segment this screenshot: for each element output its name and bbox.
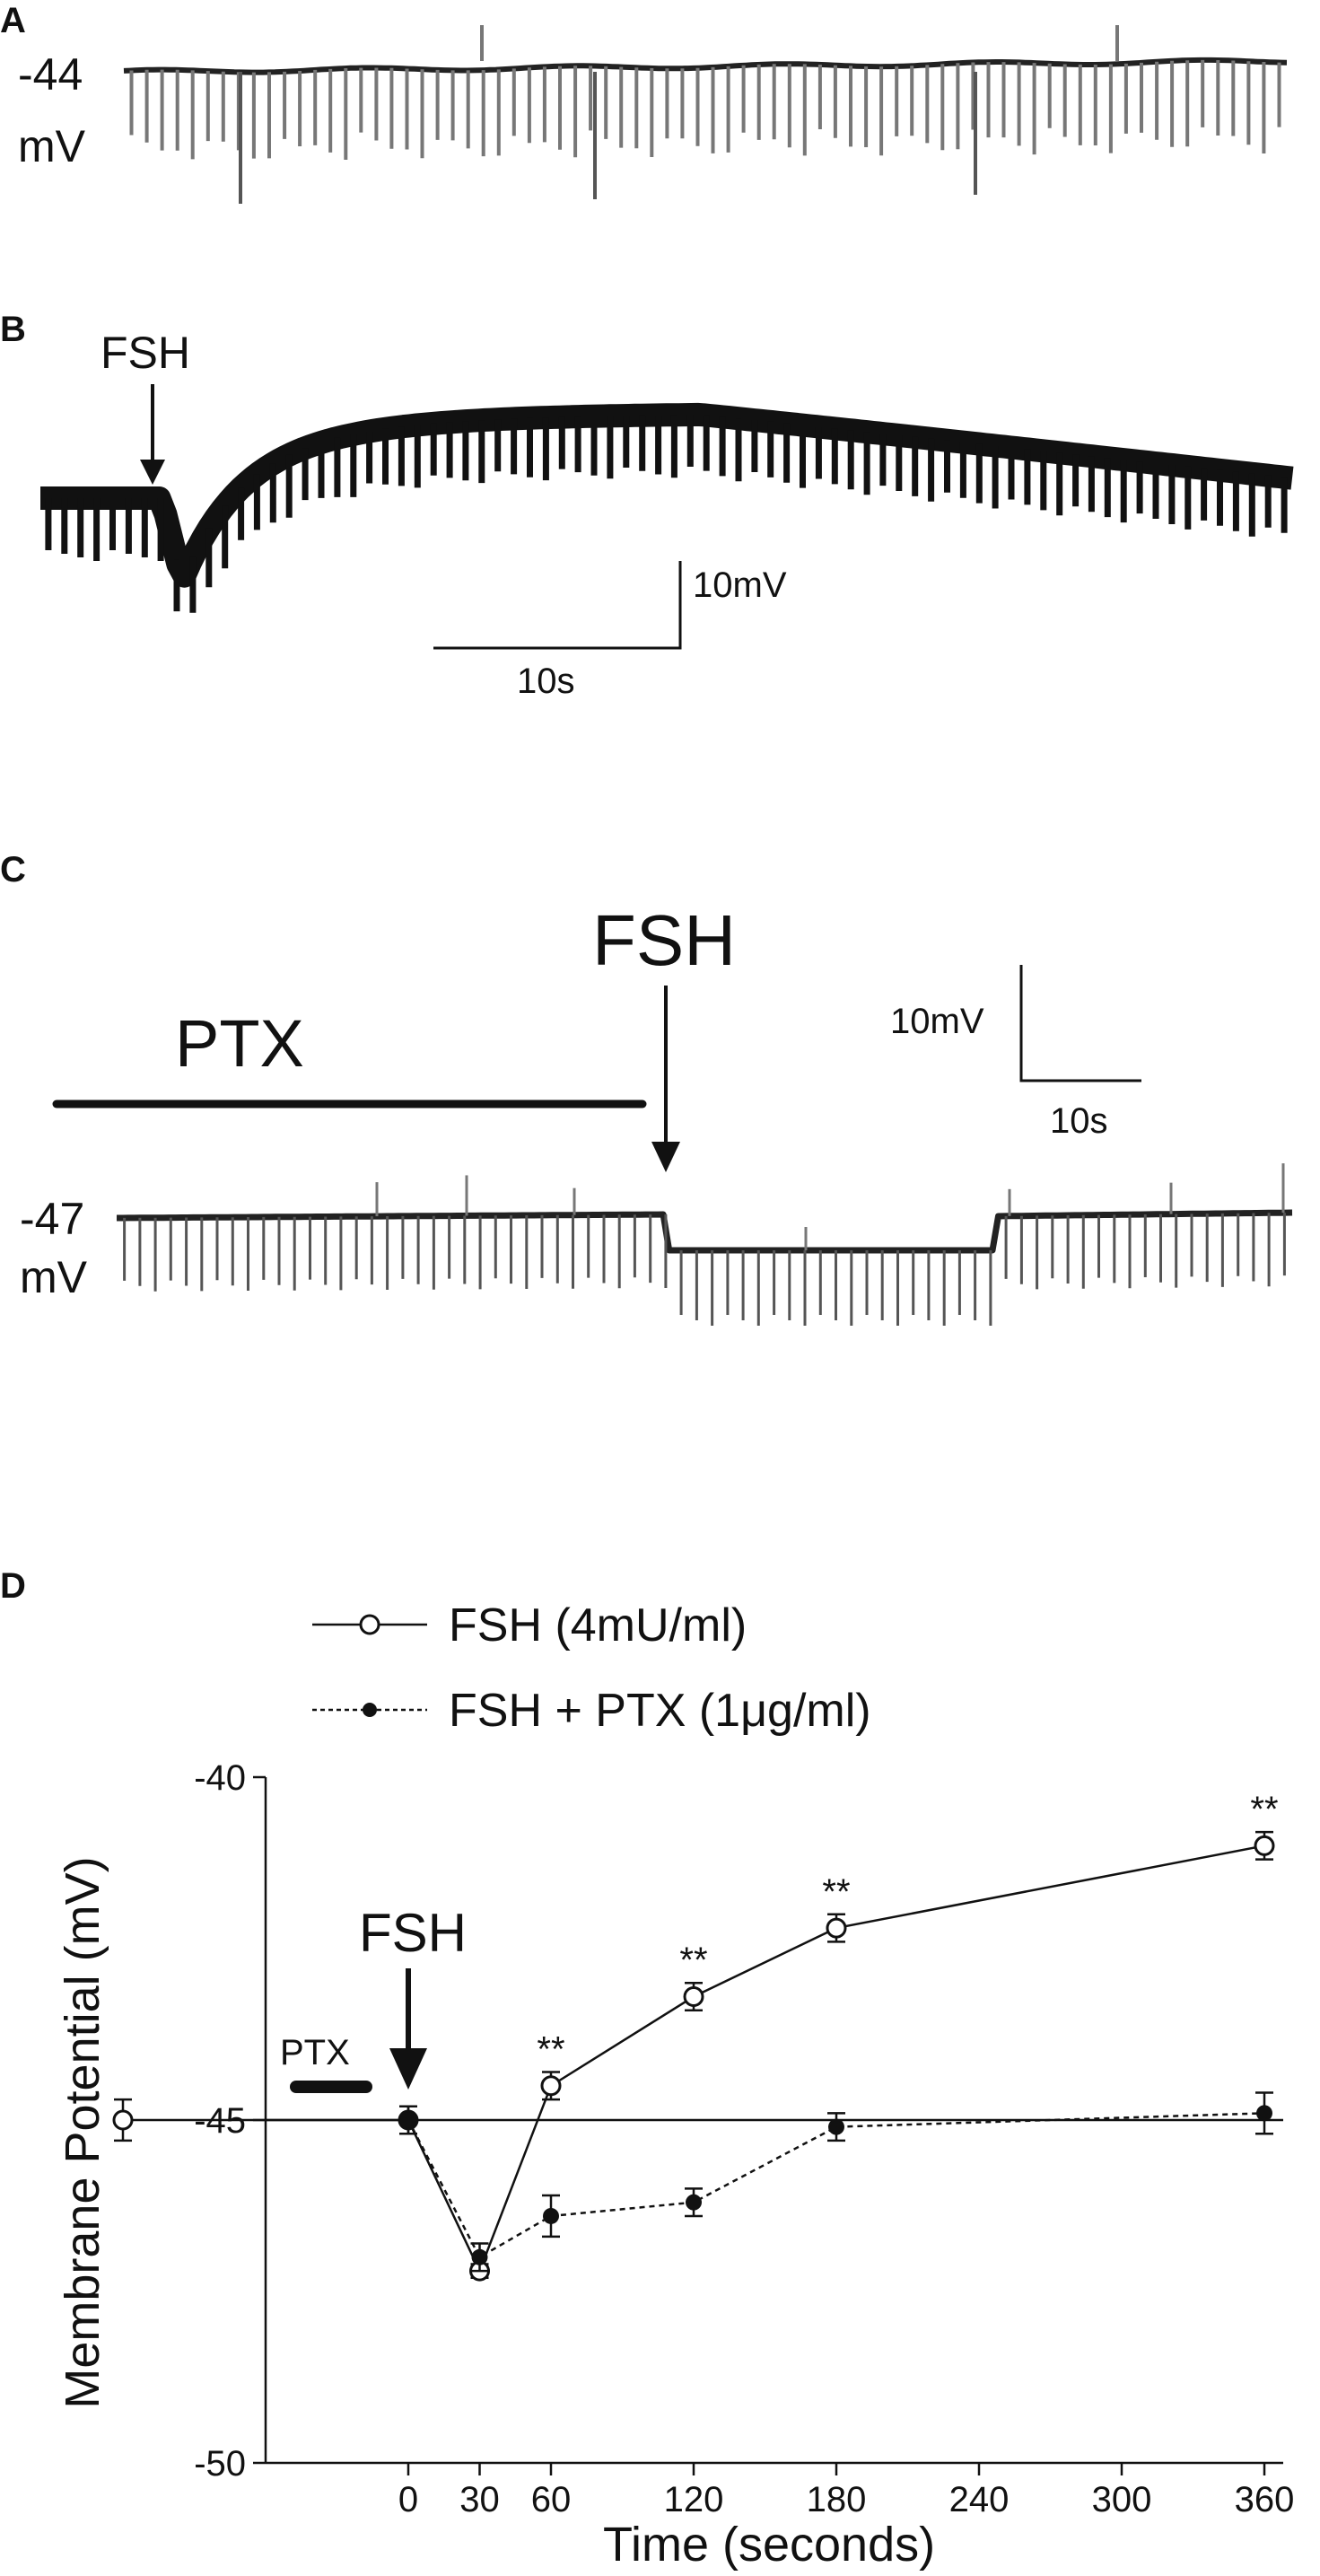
data-point [828,2118,844,2135]
x-tick-label: 180 [807,2480,867,2519]
legend-entry-fsh-ptx: FSH + PTX (1μg/ml) [312,1685,871,1737]
trace-baseline [35,402,1298,588]
x-tick-label: 60 [531,2480,572,2519]
trace-spikes [129,59,1281,160]
panel-d-ptx-label: PTX [280,2033,350,2072]
trace-spikes [45,415,1288,613]
panel-c-fsh-arrow [651,986,680,1172]
x-tick-label: 30 [459,2480,500,2519]
panel-c-scale-y-label: 10mV [890,1002,984,1041]
legend-label-fsh-ptx: FSH + PTX (1μg/ml) [449,1685,871,1737]
legend: FSH (4mU/ml) FSH + PTX (1μg/ml) [312,1599,871,1737]
trace-spikes [123,1213,1286,1326]
panel-c-ptx-label: PTX [175,1006,304,1081]
panel-b: B FSH 10mV 10s [0,310,1298,701]
panel-a-resting-unit: mV [18,121,86,171]
x-tick-label: 0 [398,2480,418,2519]
trace-baseline [117,1209,1293,1254]
panel-d-fsh-arrow [389,1968,427,2090]
series-layer: ** ** ** ** [112,1790,1279,2282]
panel-a-letter: A [0,1,26,40]
legend-marker-filled [363,1703,377,1717]
series-line [406,2112,1265,2259]
data-point [686,2194,702,2211]
trace-baseline [123,57,1288,75]
panel-c-scale-bar [1019,965,1141,1082]
legend-label-fsh: FSH (4mU/ml) [449,1599,747,1652]
significance-label: ** [1250,1790,1278,1829]
data-point [683,1985,704,2007]
panel-d-letter: D [0,1566,26,1606]
data-point [540,2075,562,2097]
panel-a: A -44 mV [0,1,1288,204]
x-tick-label: 120 [664,2480,724,2519]
panel-b-scale-x-label: 10s [517,662,575,701]
y-tick-label: -50 [194,2444,246,2484]
data-point [112,2109,134,2131]
panel-b-letter: B [0,310,26,349]
panel-b-scale-y-label: 10mV [693,565,787,605]
significance-label: ** [537,2030,564,2070]
panel-b-fsh-label: FSH [101,328,190,378]
panel-c: C PTX FSH 10mV 10s -47 mV [0,850,1293,1326]
x-axis-title: Time (seconds) [603,2518,935,2572]
panel-c-resting-value: -47 [20,1194,84,1244]
panel-c-resting-unit: mV [20,1252,88,1302]
significance-label: ** [679,1941,707,1980]
panel-b-fsh-arrow [140,384,165,485]
y-axis-title: Membrane Potential (mV) [56,1856,109,2408]
trace-b [35,402,1298,613]
y-tick-label: -40 [194,1758,246,1798]
x-tick-label: 360 [1235,2480,1295,2519]
data-point [1254,1835,1275,1856]
x-tick-label: 300 [1092,2480,1152,2519]
trace-c [117,1163,1293,1326]
panel-c-scale-x-label: 10s [1050,1101,1108,1141]
panel-d: D FSH (4mU/ml) FSH + PTX (1μg/ml) -40-45… [0,1566,1294,2572]
data-point [826,1917,847,1939]
legend-marker-open [359,1614,380,1635]
series-fsh-ptx [399,2091,1273,2273]
panel-d-fsh-label: FSH [359,1903,467,1963]
data-point [400,2112,416,2128]
panel-c-fsh-label: FSH [592,900,736,980]
data-point [1256,2105,1272,2122]
panel-b-scale-bar [433,561,682,650]
panel-c-letter: C [0,850,26,889]
x-tick-label: 240 [949,2480,1010,2519]
legend-entry-fsh: FSH (4mU/ml) [312,1599,747,1652]
x-ticks: 0 30 60 120 180 240 300 360 [398,2463,1295,2519]
data-point [543,2207,559,2224]
data-point [471,2248,488,2265]
trace-a [123,25,1288,204]
significance-label: ** [822,1872,850,1912]
panel-a-resting-value: -44 [18,49,83,100]
